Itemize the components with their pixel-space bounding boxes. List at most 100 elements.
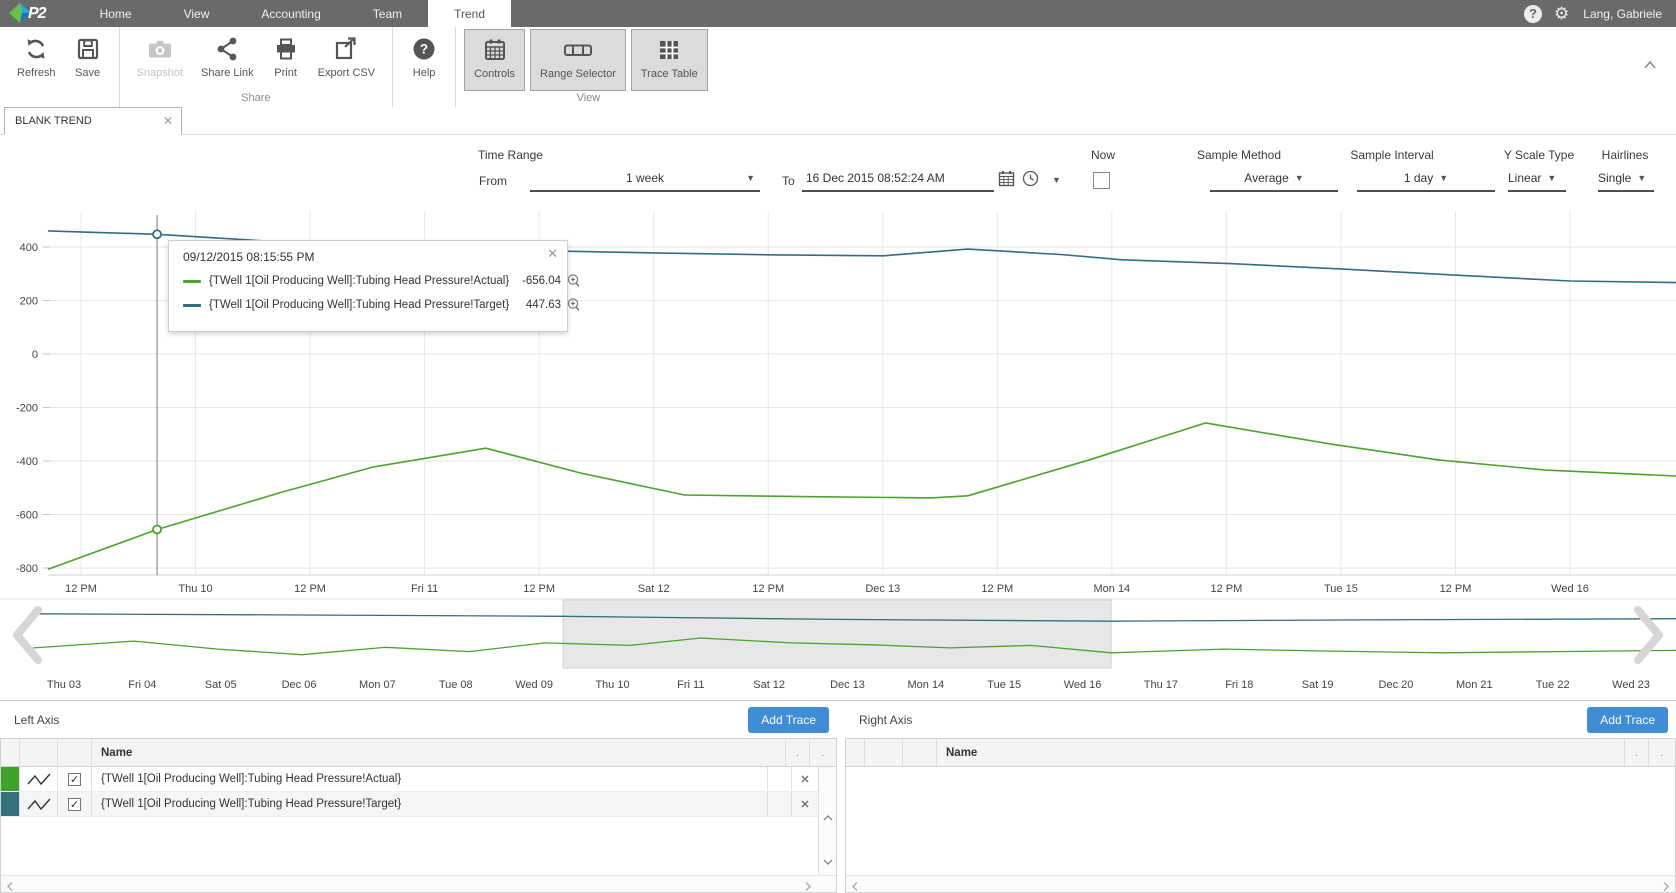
right-grid-header: Name . . <box>846 739 1675 767</box>
scroll-left-icon[interactable] <box>6 879 14 893</box>
document-tab-strip: BLANK TREND ✕ <box>0 107 1676 135</box>
sample-interval-label: Sample Interval <box>1350 148 1434 162</box>
right-trace-rows <box>846 767 1675 875</box>
left-vertical-scrollbar[interactable] <box>818 767 836 875</box>
share-icon <box>214 34 240 64</box>
nav-item-home[interactable]: Home <box>99 6 132 21</box>
scroll-left-icon[interactable] <box>851 879 859 893</box>
svg-text:Sat 19: Sat 19 <box>1302 679 1334 691</box>
svg-text:Fri 11: Fri 11 <box>411 583 438 595</box>
hairlines-label: Hairlines <box>1601 148 1649 162</box>
collapse-ribbon-button[interactable] <box>1642 58 1658 76</box>
ribbon-group-label-view: View <box>576 92 601 104</box>
brand-text: P2 <box>28 4 47 22</box>
svg-text:Tue 15: Tue 15 <box>1324 583 1358 595</box>
nav-item-trend[interactable]: Trend <box>428 0 512 27</box>
sample-method-dropdown[interactable]: Average ▼ <box>1210 166 1338 192</box>
y-scale-dropdown[interactable]: Linear ▼ <box>1508 166 1566 192</box>
help-button[interactable]: ? Help <box>401 29 447 91</box>
svg-text:Fri 11: Fri 11 <box>677 679 704 691</box>
trace-line-style-icon[interactable] <box>20 792 58 816</box>
trace-visibility-checkbox[interactable]: ✓ <box>58 792 92 816</box>
scroll-up-icon[interactable] <box>822 809 834 827</box>
help-icon[interactable]: ? <box>1524 4 1543 23</box>
sample-interval-dropdown[interactable]: 1 day ▼ <box>1357 166 1495 192</box>
now-label: Now <box>1090 148 1115 162</box>
to-calendar-icon[interactable] <box>998 170 1016 188</box>
left-add-trace-button[interactable]: Add Trace <box>748 707 829 733</box>
export-csv-button[interactable]: Export CSV <box>309 29 384 91</box>
left-trace-grid: Name . . ✓ {TWell 1[Oil Producing Well]:T… <box>0 738 837 893</box>
now-checkbox[interactable] <box>1093 172 1110 189</box>
tab-close-icon[interactable]: ✕ <box>162 114 173 128</box>
print-button[interactable]: Print <box>263 29 309 91</box>
nav-item-team[interactable]: Team <box>372 6 403 21</box>
range-selector-chart[interactable]: Thu 03 Fri 04 Sat 05 Dec 06 Mon 07 Tue 08 Wed … <box>0 598 1676 697</box>
trace-row[interactable]: ✓ {TWell 1[Oil Producing Well]:Tubing Hea… <box>1 792 818 817</box>
save-icon <box>75 34 101 64</box>
svg-text:Fri 04: Fri 04 <box>128 679 156 691</box>
from-dropdown[interactable]: 1 week ▼ <box>530 166 760 192</box>
visibility-column-header <box>903 739 937 766</box>
trace-delete-button[interactable]: ✕ <box>800 773 810 786</box>
settings-gear-icon[interactable]: ⚙ <box>1554 4 1570 23</box>
sample-interval-caret-icon: ▼ <box>1439 173 1449 183</box>
left-horizontal-scrollbar[interactable] <box>1 875 836 892</box>
help-circle-icon: ? <box>411 34 437 64</box>
svg-text:Sat 12: Sat 12 <box>638 583 670 595</box>
scroll-down-icon[interactable] <box>822 853 834 871</box>
range-selector-toggle-button[interactable]: Range Selector <box>530 29 626 91</box>
add-comment-icon[interactable] <box>567 274 581 288</box>
tooltip-row-target: {TWell 1[Oil Producing Well]:Tubing Head… <box>183 298 581 312</box>
pan-right-icon[interactable] <box>1634 606 1663 664</box>
add-comment-icon[interactable] <box>567 298 581 312</box>
from-dropdown-caret-icon[interactable]: ▼ <box>746 173 755 183</box>
to-label: To <box>782 174 795 188</box>
snapshot-button[interactable]: Snapshot <box>128 29 192 91</box>
svg-text:Mon 14: Mon 14 <box>1093 583 1130 595</box>
svg-text:-200: -200 <box>16 403 38 415</box>
left-trace-rows: ✓ {TWell 1[Oil Producing Well]:Tubing Hea… <box>1 767 818 875</box>
name-column-header[interactable]: Name <box>92 739 786 766</box>
controls-toggle-button[interactable]: Controls <box>464 29 526 91</box>
save-button[interactable]: Save <box>65 29 111 91</box>
svg-text:Fri 18: Fri 18 <box>1225 679 1253 691</box>
refresh-button[interactable]: Refresh <box>8 29 65 91</box>
to-datetime-input[interactable]: 16 Dec 2015 08:52:24 AM <box>802 166 994 192</box>
to-dropdown-caret-icon[interactable]: ▼ <box>1052 175 1061 185</box>
style-column-header <box>20 739 58 766</box>
nav-item-accounting[interactable]: Accounting <box>261 6 321 21</box>
svg-text:Wed 16: Wed 16 <box>1551 583 1589 595</box>
trace-line-style-icon[interactable] <box>20 767 58 791</box>
trace-color-swatch[interactable] <box>1 792 20 816</box>
trace-table-area: Left Axis Add Trace Name . . ✓ {TWell 1[O… <box>0 700 1676 893</box>
share-link-button[interactable]: Share Link <box>192 29 263 91</box>
hairline-tooltip: 09/12/2015 08:15:55 PM ✕ {TWell 1[Oil Pr… <box>168 240 580 332</box>
range-selection[interactable] <box>562 599 1112 669</box>
refresh-icon <box>23 34 49 64</box>
right-add-trace-button[interactable]: Add Trace <box>1587 707 1668 733</box>
name-column-header[interactable]: Name <box>937 739 1625 766</box>
hairlines-dropdown[interactable]: Single ▼ <box>1598 166 1654 192</box>
trace-visibility-checkbox[interactable]: ✓ <box>58 767 92 791</box>
svg-text:Wed 16: Wed 16 <box>1064 679 1102 691</box>
trace-table-toggle-button[interactable]: Trace Table <box>630 29 708 91</box>
trace-color-swatch[interactable] <box>1 767 20 791</box>
nav-item-view[interactable]: View <box>183 6 210 21</box>
trace-delete-button[interactable]: ✕ <box>800 798 810 811</box>
svg-text:Wed 09: Wed 09 <box>515 679 553 691</box>
svg-text:Sat 12: Sat 12 <box>753 679 785 691</box>
scroll-right-icon[interactable] <box>1662 879 1670 893</box>
tooltip-close-icon[interactable]: ✕ <box>547 246 558 261</box>
trace-row[interactable]: ✓ {TWell 1[Oil Producing Well]:Tubing Hea… <box>1 767 818 792</box>
to-clock-icon[interactable] <box>1022 170 1040 188</box>
svg-text:Tue 08: Tue 08 <box>439 679 473 691</box>
right-horizontal-scrollbar[interactable] <box>846 875 1675 892</box>
scroll-right-icon[interactable] <box>804 879 812 893</box>
tab-blank-trend[interactable]: BLANK TREND ✕ <box>4 107 182 135</box>
svg-text:12 PM: 12 PM <box>1210 583 1242 595</box>
svg-text:Thu 10: Thu 10 <box>178 583 212 595</box>
tooltip-row-actual: {TWell 1[Oil Producing Well]:Tubing Head… <box>183 274 581 288</box>
pan-left-icon[interactable] <box>13 606 42 664</box>
user-menu[interactable]: Lang, Gabriele <box>1583 6 1662 21</box>
